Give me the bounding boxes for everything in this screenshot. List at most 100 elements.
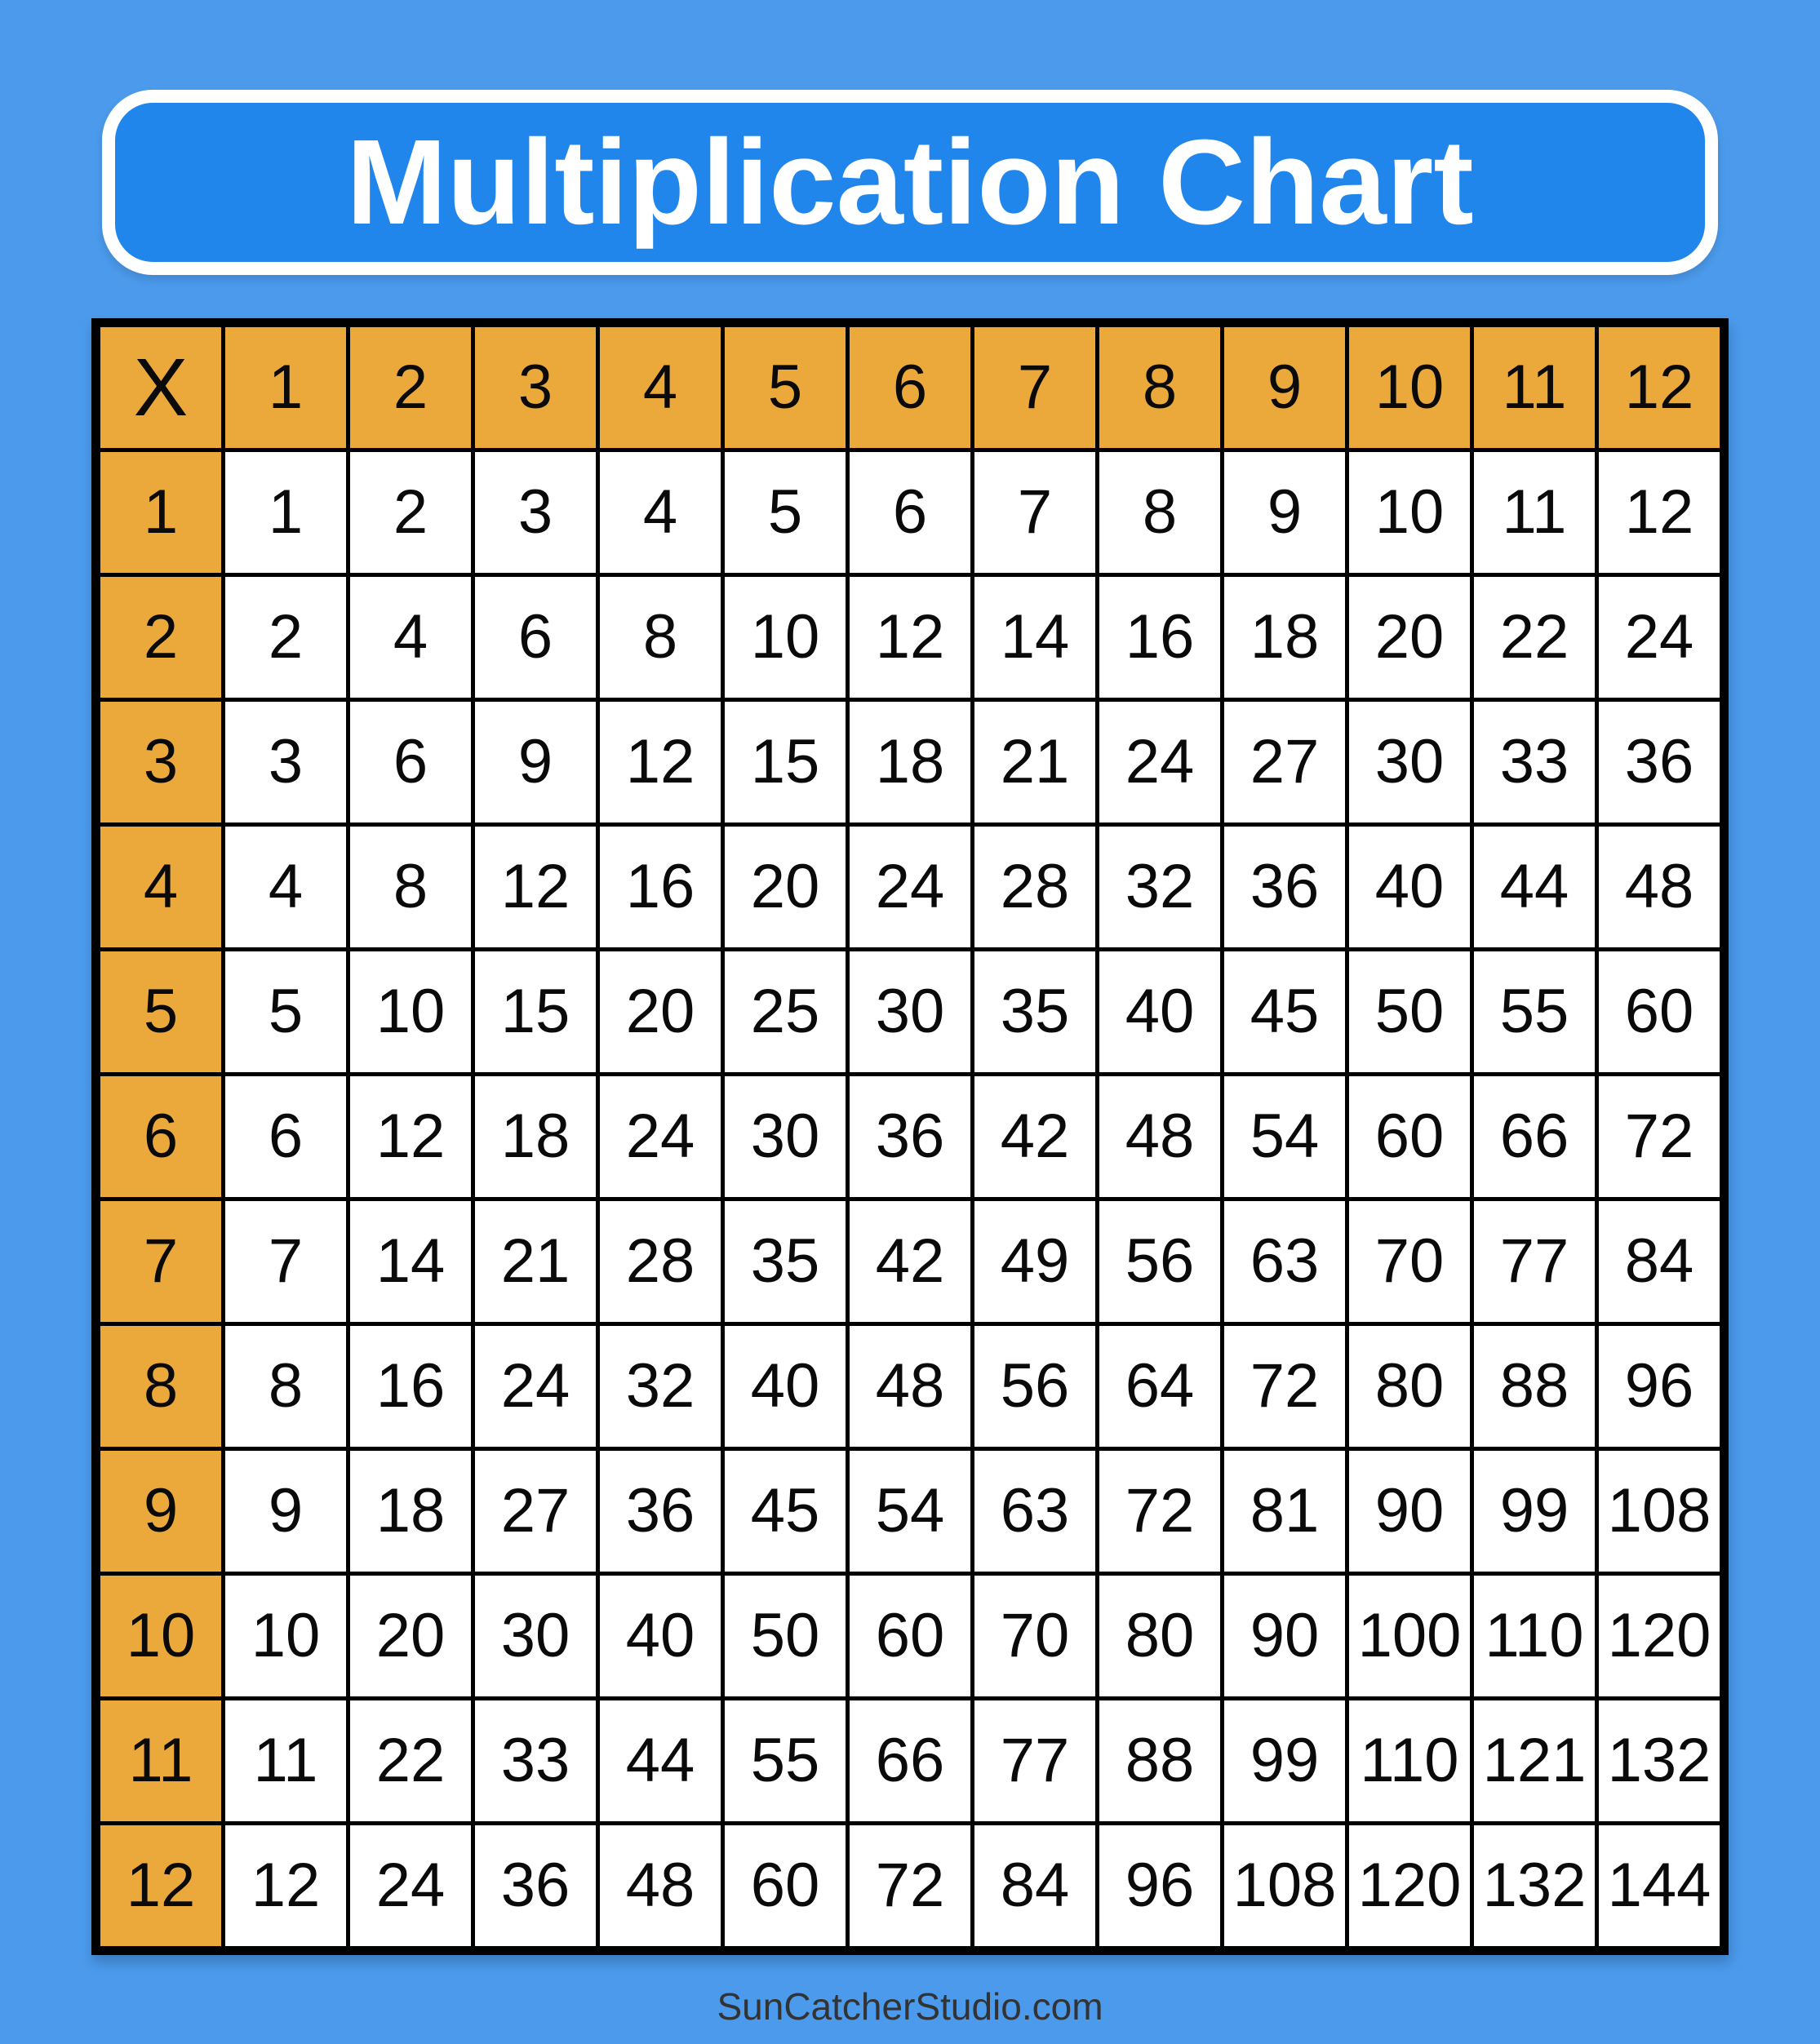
product-cell: 60 bbox=[1349, 1076, 1470, 1197]
corner-cell: X bbox=[100, 327, 221, 448]
row-header-cell: 12 bbox=[100, 1825, 221, 1946]
product-cell: 12 bbox=[350, 1076, 471, 1197]
product-cell: 1 bbox=[225, 452, 346, 573]
row-header-cell: 2 bbox=[100, 577, 221, 698]
column-header-cell: 3 bbox=[475, 327, 596, 448]
product-cell: 108 bbox=[1224, 1825, 1345, 1946]
product-cell: 72 bbox=[1224, 1326, 1345, 1447]
product-cell: 48 bbox=[600, 1825, 721, 1946]
product-cell: 16 bbox=[600, 827, 721, 947]
product-cell: 132 bbox=[1599, 1700, 1720, 1821]
product-cell: 12 bbox=[850, 577, 970, 698]
row-header-cell: 8 bbox=[100, 1326, 221, 1447]
product-cell: 10 bbox=[350, 951, 471, 1072]
product-cell: 50 bbox=[725, 1576, 846, 1696]
product-cell: 120 bbox=[1349, 1825, 1470, 1946]
product-cell: 18 bbox=[850, 702, 970, 822]
product-cell: 10 bbox=[225, 1576, 346, 1696]
product-cell: 99 bbox=[1224, 1700, 1345, 1821]
product-cell: 55 bbox=[725, 1700, 846, 1821]
product-cell: 44 bbox=[1474, 827, 1595, 947]
row-header-cell: 5 bbox=[100, 951, 221, 1072]
product-cell: 33 bbox=[1474, 702, 1595, 822]
product-cell: 8 bbox=[600, 577, 721, 698]
product-cell: 32 bbox=[600, 1326, 721, 1447]
product-cell: 72 bbox=[1099, 1451, 1220, 1572]
product-cell: 21 bbox=[974, 702, 1095, 822]
title-banner: Multiplication Chart bbox=[102, 90, 1718, 275]
product-cell: 6 bbox=[350, 702, 471, 822]
product-cell: 88 bbox=[1099, 1700, 1220, 1821]
product-cell: 48 bbox=[850, 1326, 970, 1447]
product-cell: 64 bbox=[1099, 1326, 1220, 1447]
product-cell: 24 bbox=[1099, 702, 1220, 822]
product-cell: 11 bbox=[225, 1700, 346, 1821]
product-cell: 22 bbox=[1474, 577, 1595, 698]
product-cell: 99 bbox=[1474, 1451, 1595, 1572]
product-cell: 22 bbox=[350, 1700, 471, 1821]
product-cell: 42 bbox=[850, 1201, 970, 1322]
product-cell: 5 bbox=[225, 951, 346, 1072]
product-cell: 121 bbox=[1474, 1700, 1595, 1821]
product-cell: 4 bbox=[225, 827, 346, 947]
product-cell: 12 bbox=[475, 827, 596, 947]
product-cell: 35 bbox=[974, 951, 1095, 1072]
row-header-cell: 3 bbox=[100, 702, 221, 822]
footer-credit: SunCatcherStudio.com bbox=[717, 1985, 1103, 2028]
product-cell: 110 bbox=[1349, 1700, 1470, 1821]
product-cell: 30 bbox=[475, 1576, 596, 1696]
product-cell: 10 bbox=[1349, 452, 1470, 573]
product-cell: 42 bbox=[974, 1076, 1095, 1197]
product-cell: 66 bbox=[1474, 1076, 1595, 1197]
product-cell: 14 bbox=[350, 1201, 471, 1322]
product-cell: 9 bbox=[1224, 452, 1345, 573]
product-cell: 20 bbox=[350, 1576, 471, 1696]
product-cell: 27 bbox=[475, 1451, 596, 1572]
multiplication-table: X 1 2 3 4 5 6 7 8 9 10 11 12 1 1 2 3 4 5 6 7 8 9 10 11 12 2 2 4 6 8 10 1… bbox=[91, 318, 1729, 1955]
column-header-cell: 1 bbox=[225, 327, 346, 448]
product-cell: 7 bbox=[225, 1201, 346, 1322]
product-cell: 25 bbox=[725, 951, 846, 1072]
product-cell: 77 bbox=[974, 1700, 1095, 1821]
page-title: Multiplication Chart bbox=[346, 114, 1474, 250]
product-cell: 35 bbox=[725, 1201, 846, 1322]
product-cell: 6 bbox=[475, 577, 596, 698]
product-cell: 48 bbox=[1599, 827, 1720, 947]
product-cell: 40 bbox=[1099, 951, 1220, 1072]
column-header-cell: 5 bbox=[725, 327, 846, 448]
product-cell: 100 bbox=[1349, 1576, 1470, 1696]
product-cell: 72 bbox=[1599, 1076, 1720, 1197]
product-cell: 40 bbox=[725, 1326, 846, 1447]
column-header-cell: 10 bbox=[1349, 327, 1470, 448]
product-cell: 40 bbox=[1349, 827, 1470, 947]
product-cell: 63 bbox=[1224, 1201, 1345, 1322]
product-cell: 8 bbox=[225, 1326, 346, 1447]
product-cell: 21 bbox=[475, 1201, 596, 1322]
product-cell: 28 bbox=[974, 827, 1095, 947]
product-cell: 63 bbox=[974, 1451, 1095, 1572]
product-cell: 2 bbox=[225, 577, 346, 698]
product-cell: 132 bbox=[1474, 1825, 1595, 1946]
row-header-cell: 10 bbox=[100, 1576, 221, 1696]
product-cell: 7 bbox=[974, 452, 1095, 573]
product-cell: 88 bbox=[1474, 1326, 1595, 1447]
product-cell: 28 bbox=[600, 1201, 721, 1322]
product-cell: 36 bbox=[1599, 702, 1720, 822]
row-header-cell: 4 bbox=[100, 827, 221, 947]
product-cell: 90 bbox=[1349, 1451, 1470, 1572]
product-cell: 45 bbox=[1224, 951, 1345, 1072]
product-cell: 12 bbox=[225, 1825, 346, 1946]
product-cell: 16 bbox=[1099, 577, 1220, 698]
product-cell: 36 bbox=[850, 1076, 970, 1197]
product-cell: 4 bbox=[600, 452, 721, 573]
product-cell: 20 bbox=[1349, 577, 1470, 698]
product-cell: 36 bbox=[475, 1825, 596, 1946]
product-cell: 15 bbox=[475, 951, 596, 1072]
product-cell: 54 bbox=[1224, 1076, 1345, 1197]
product-cell: 9 bbox=[225, 1451, 346, 1572]
product-cell: 12 bbox=[1599, 452, 1720, 573]
row-header-cell: 7 bbox=[100, 1201, 221, 1322]
product-cell: 144 bbox=[1599, 1825, 1720, 1946]
product-cell: 32 bbox=[1099, 827, 1220, 947]
product-cell: 70 bbox=[974, 1576, 1095, 1696]
